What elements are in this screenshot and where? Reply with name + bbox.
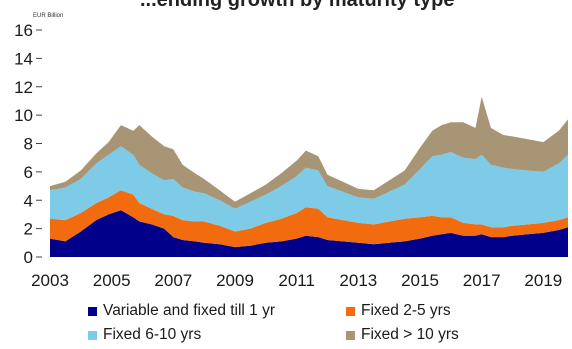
legend-swatch bbox=[88, 306, 97, 316]
legend-item: Fixed 2-5 yrs bbox=[346, 302, 516, 320]
legend-item: Variable and fixed till 1 yr bbox=[88, 302, 346, 320]
x-tick-label: 2003 bbox=[31, 271, 69, 290]
x-tick-label: 2019 bbox=[524, 271, 562, 290]
legend-swatch bbox=[88, 330, 97, 340]
x-tick-label: 2017 bbox=[463, 271, 501, 290]
x-tick-label: 2009 bbox=[216, 271, 254, 290]
y-tick-label: 0 bbox=[24, 248, 33, 267]
x-tick-label: 2015 bbox=[401, 271, 439, 290]
legend: Variable and fixed till 1 yr Fixed 2-5 yr… bbox=[88, 302, 528, 344]
x-tick-label: 2013 bbox=[339, 271, 377, 290]
legend-label: Fixed 6-10 yrs bbox=[103, 326, 202, 343]
y-tick-label: 10 bbox=[14, 106, 33, 125]
legend-item: Fixed 6-10 yrs bbox=[88, 326, 346, 344]
legend-label: Variable and fixed till 1 yr bbox=[103, 302, 276, 319]
x-axis: 2003 2005 2007 2009 2011 2013 2015 2017 2019 bbox=[31, 271, 562, 290]
x-tick-label: 2007 bbox=[154, 271, 192, 290]
y-tick-label: 2 bbox=[24, 220, 33, 239]
legend-swatch bbox=[346, 306, 355, 316]
area-series-4 bbox=[50, 96, 568, 209]
unit-label: EUR Billion bbox=[33, 13, 63, 19]
area-series-3 bbox=[50, 146, 568, 232]
legend-item: Fixed > 10 yrs bbox=[346, 326, 516, 344]
legend-label: Fixed 2-5 yrs bbox=[361, 302, 451, 319]
legend-label: Fixed > 10 yrs bbox=[361, 326, 459, 343]
y-tick-label: 12 bbox=[14, 78, 33, 97]
y-tick-label: 8 bbox=[24, 135, 33, 154]
x-tick-label: 2005 bbox=[93, 271, 131, 290]
legend-swatch bbox=[346, 330, 355, 340]
area-series-2 bbox=[50, 190, 568, 248]
y-tick-label: 4 bbox=[24, 191, 33, 210]
stacked-area-plot bbox=[50, 96, 568, 257]
y-axis: 0 2 4 6 8 10 12 14 16 bbox=[14, 21, 42, 267]
y-tick-label: 16 bbox=[14, 21, 33, 40]
area-series-1 bbox=[50, 210, 568, 257]
y-tick-label: 6 bbox=[24, 163, 33, 182]
chart-title: ...ending growth by maturity type bbox=[140, 0, 454, 11]
x-tick-label: 2011 bbox=[278, 271, 315, 290]
y-tick-label: 14 bbox=[14, 49, 33, 68]
